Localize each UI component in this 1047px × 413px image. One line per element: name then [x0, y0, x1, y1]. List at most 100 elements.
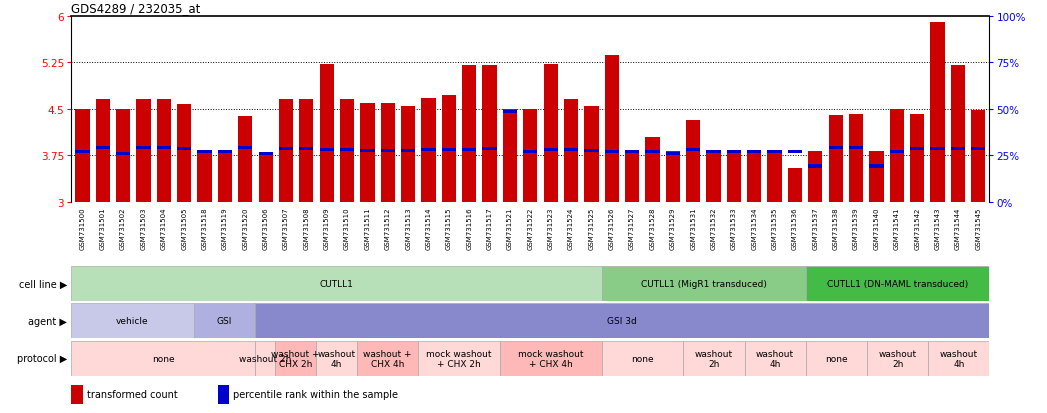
Text: agent ▶: agent ▶ [28, 316, 67, 326]
Bar [767, 151, 782, 202]
Bar [849, 146, 863, 150]
Bar [71, 266, 602, 301]
Bar [604, 151, 619, 154]
Bar [971, 111, 985, 202]
Bar [524, 151, 537, 154]
Bar [462, 66, 476, 202]
Bar [238, 117, 252, 202]
Bar [806, 341, 867, 376]
Bar [787, 151, 802, 154]
Text: washout 2h: washout 2h [239, 354, 291, 363]
Bar [584, 150, 599, 153]
Bar [462, 148, 476, 152]
Bar [806, 266, 989, 301]
Bar [136, 146, 151, 150]
Text: washout
2h: washout 2h [878, 349, 917, 368]
Bar [524, 109, 537, 202]
Text: none: none [825, 354, 848, 363]
Text: washout
2h: washout 2h [695, 349, 733, 368]
Bar [340, 148, 354, 152]
Bar [748, 151, 761, 202]
Bar [931, 147, 944, 151]
Text: cell line ▶: cell line ▶ [19, 279, 67, 289]
Bar [75, 151, 90, 154]
Bar [254, 341, 275, 376]
Text: washout
4h: washout 4h [756, 349, 795, 368]
Text: CUTLL1 (MigR1 transduced): CUTLL1 (MigR1 transduced) [641, 280, 766, 288]
Bar [340, 100, 354, 202]
Bar [421, 148, 436, 152]
Bar [442, 148, 456, 152]
Bar [666, 152, 680, 156]
Bar [645, 137, 660, 202]
Bar [686, 148, 700, 152]
Text: washout +
CHX 2h: washout + CHX 2h [271, 349, 320, 368]
Bar [483, 66, 496, 202]
Bar [543, 65, 558, 202]
Bar [259, 152, 273, 156]
Text: washout
4h: washout 4h [940, 349, 978, 368]
Bar [828, 146, 843, 150]
Bar [259, 156, 273, 202]
Bar [890, 151, 904, 154]
Text: GSI 3d: GSI 3d [607, 317, 637, 325]
Bar [218, 151, 232, 154]
Bar [319, 65, 334, 202]
Bar [971, 147, 985, 151]
Bar [198, 154, 211, 202]
Text: washout
4h: washout 4h [317, 349, 356, 368]
Bar [401, 107, 416, 202]
Bar [869, 165, 884, 169]
Bar [71, 304, 194, 339]
Bar [360, 150, 375, 153]
Bar [218, 154, 232, 202]
Bar [584, 107, 599, 202]
Text: transformed count: transformed count [87, 389, 178, 399]
Bar [867, 341, 929, 376]
Bar [299, 147, 313, 151]
Text: none: none [631, 354, 653, 363]
Bar [194, 304, 254, 339]
Bar [645, 151, 660, 154]
Bar [238, 146, 252, 150]
Bar [381, 103, 395, 202]
Bar [95, 146, 110, 150]
Bar [625, 151, 640, 154]
Bar [177, 147, 192, 151]
Bar [360, 103, 375, 202]
Bar [787, 169, 802, 202]
Bar [254, 304, 989, 339]
Bar [808, 152, 823, 202]
Bar [604, 56, 619, 202]
Bar [499, 341, 602, 376]
Text: CUTLL1: CUTLL1 [319, 280, 354, 288]
Bar [503, 109, 517, 202]
Bar [602, 266, 806, 301]
Bar [931, 23, 944, 202]
Bar [564, 100, 578, 202]
Text: mock washout
+ CHX 2h: mock washout + CHX 2h [426, 349, 492, 368]
Bar [808, 165, 823, 169]
Bar [503, 110, 517, 114]
Bar [116, 152, 130, 156]
Bar [890, 109, 904, 202]
Bar [198, 151, 211, 154]
Bar [564, 148, 578, 152]
Bar [177, 104, 192, 202]
Bar [602, 341, 684, 376]
Bar [666, 152, 680, 202]
Bar [684, 341, 744, 376]
Bar [727, 152, 741, 202]
Bar [275, 341, 316, 376]
Bar [357, 341, 418, 376]
Bar [319, 148, 334, 152]
Bar [218, 385, 229, 404]
Bar [748, 151, 761, 154]
Bar [299, 100, 313, 202]
Bar [116, 109, 130, 202]
Bar [767, 151, 782, 154]
Text: protocol ▶: protocol ▶ [17, 353, 67, 363]
Bar [727, 151, 741, 154]
Bar [686, 121, 700, 202]
Bar [951, 147, 965, 151]
